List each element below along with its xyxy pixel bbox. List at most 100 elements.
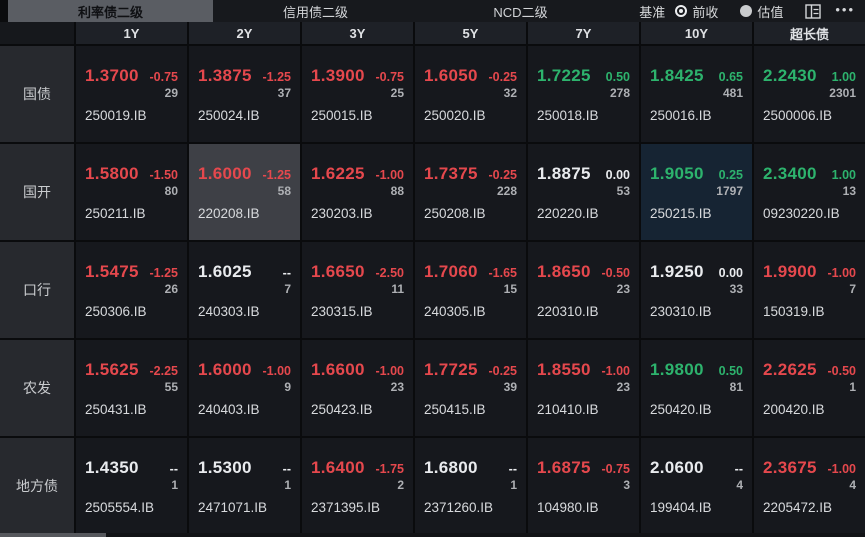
row-label: 国开 bbox=[0, 144, 74, 240]
radio-valuation[interactable]: 估值 bbox=[740, 2, 783, 21]
bond-cell[interactable]: 1.7060 -1.65 15 240305.IB bbox=[415, 242, 526, 338]
bond-cell[interactable]: 2.3400 1.00 13 09230220.IB bbox=[754, 144, 865, 240]
bond-cell[interactable]: 1.5475 -1.25 26 250306.IB bbox=[76, 242, 187, 338]
yield-value: 1.3700 bbox=[85, 65, 139, 85]
bond-code: 150319.IB bbox=[763, 303, 825, 319]
bond-code: 250423.IB bbox=[311, 401, 373, 417]
bond-code: 250215.IB bbox=[650, 205, 712, 221]
trade-count: 29 bbox=[164, 85, 178, 100]
bond-code: 200420.IB bbox=[763, 401, 825, 417]
trade-count: 23 bbox=[616, 281, 630, 296]
yield-value: 2.0600 bbox=[650, 457, 704, 477]
bond-cell[interactable]: 1.8650 -0.50 23 220310.IB bbox=[528, 242, 639, 338]
table-corner-cell bbox=[0, 22, 74, 44]
bond-cell[interactable]: 1.8425 0.65 481 250016.IB bbox=[641, 46, 752, 142]
tab-rates-secondary[interactable]: 利率债二级 bbox=[8, 0, 213, 22]
bond-cell[interactable]: 1.7375 -0.25 228 250208.IB bbox=[415, 144, 526, 240]
bond-cell[interactable]: 1.6000 -1.25 58 220208.IB bbox=[189, 144, 300, 240]
trade-count: 228 bbox=[496, 183, 517, 198]
yield-value: 1.6875 bbox=[537, 457, 591, 477]
bond-cell[interactable]: 1.5800 -1.50 80 250211.IB bbox=[76, 144, 187, 240]
more-options-icon[interactable]: ••• bbox=[835, 1, 855, 17]
bond-cell[interactable]: 1.4350 -- 1 2505554.IB bbox=[76, 438, 187, 534]
yield-value: 2.3400 bbox=[763, 163, 817, 183]
trade-count: 1 bbox=[284, 477, 291, 492]
yield-value: 1.6025 bbox=[198, 261, 252, 281]
bond-cell[interactable]: 1.7225 0.50 278 250018.IB bbox=[528, 46, 639, 142]
change-value: 0.00 bbox=[718, 265, 743, 280]
trade-count: 9 bbox=[284, 379, 291, 394]
bond-cell[interactable]: 1.5625 -2.25 55 250431.IB bbox=[76, 340, 187, 436]
bond-cell[interactable]: 1.5300 -- 1 2471071.IB bbox=[189, 438, 300, 534]
bond-cell[interactable]: 1.6800 -- 1 2371260.IB bbox=[415, 438, 526, 534]
yield-value: 2.3675 bbox=[763, 457, 817, 477]
scrollbar-thumb[interactable] bbox=[0, 533, 106, 537]
bond-cell[interactable]: 2.2430 1.00 2301 2500006.IB bbox=[754, 46, 865, 142]
yield-value: 1.5800 bbox=[85, 163, 139, 183]
row-label: 农发 bbox=[0, 340, 74, 436]
trade-count: 481 bbox=[722, 85, 743, 100]
change-value: 0.00 bbox=[605, 167, 630, 182]
bond-code: 250211.IB bbox=[85, 205, 146, 221]
bond-cell[interactable]: 1.6050 -0.25 32 250020.IB bbox=[415, 46, 526, 142]
bond-cell[interactable]: 2.3675 -1.00 4 2205472.IB bbox=[754, 438, 865, 534]
bond-code: 250415.IB bbox=[424, 401, 486, 417]
bond-code: 250420.IB bbox=[650, 401, 712, 417]
trade-count: 53 bbox=[616, 183, 630, 198]
bond-cell[interactable]: 1.6025 -- 7 240303.IB bbox=[189, 242, 300, 338]
tab-credit-secondary[interactable]: 信用债二级 bbox=[282, 4, 348, 20]
yield-value: 1.3900 bbox=[311, 65, 365, 85]
yield-value: 1.6000 bbox=[198, 163, 252, 183]
bond-cell[interactable]: 1.6225 -1.00 88 230203.IB bbox=[302, 144, 413, 240]
radio-prev-close[interactable]: 前收 bbox=[675, 2, 718, 21]
yield-value: 1.6650 bbox=[311, 261, 365, 281]
tab-ncd-secondary[interactable]: NCD二级 bbox=[493, 4, 548, 20]
change-value: -1.00 bbox=[262, 363, 292, 378]
trade-count: 25 bbox=[390, 85, 404, 100]
bond-cell[interactable]: 1.8550 -1.00 23 210410.IB bbox=[528, 340, 639, 436]
trade-count: 1 bbox=[510, 477, 517, 492]
bond-cell[interactable]: 1.9900 -1.00 7 150319.IB bbox=[754, 242, 865, 338]
horizontal-scrollbar[interactable] bbox=[0, 533, 865, 537]
yield-value: 1.8875 bbox=[537, 163, 591, 183]
yield-value: 1.6600 bbox=[311, 359, 365, 379]
bond-cell[interactable]: 1.7725 -0.25 39 250415.IB bbox=[415, 340, 526, 436]
bond-code: 240305.IB bbox=[424, 303, 486, 319]
bond-code: 250019.IB bbox=[85, 107, 147, 123]
change-value: -- bbox=[169, 461, 178, 476]
yield-value: 1.3875 bbox=[198, 65, 252, 85]
bond-quote-table: 1Y 2Y 3Y 5Y 7Y 10Y 超长债 国债 1.3700 -0.75 29 25… bbox=[0, 22, 865, 534]
trade-count: 88 bbox=[390, 183, 404, 198]
bond-cell[interactable]: 1.6875 -0.75 3 104980.IB bbox=[528, 438, 639, 534]
bond-code: 250208.IB bbox=[424, 205, 486, 221]
bond-cell[interactable]: 1.3875 -1.25 37 250024.IB bbox=[189, 46, 300, 142]
bond-cell[interactable]: 1.8875 0.00 53 220220.IB bbox=[528, 144, 639, 240]
change-value: -- bbox=[282, 461, 291, 476]
bond-cell[interactable]: 1.9250 0.00 33 230310.IB bbox=[641, 242, 752, 338]
bond-cell[interactable]: 1.6400 -1.75 2 2371395.IB bbox=[302, 438, 413, 534]
change-value: -1.75 bbox=[375, 461, 405, 476]
bond-code: 220208.IB bbox=[198, 205, 260, 221]
bond-cell[interactable]: 1.3900 -0.75 25 250015.IB bbox=[302, 46, 413, 142]
bond-code: 250431.IB bbox=[85, 401, 147, 417]
layout-panel-icon[interactable] bbox=[805, 3, 822, 19]
bond-cell[interactable]: 1.6650 -2.50 11 230315.IB bbox=[302, 242, 413, 338]
change-value: 1.00 bbox=[831, 167, 856, 182]
bond-cell[interactable]: 1.9800 0.50 81 250420.IB bbox=[641, 340, 752, 436]
bond-cell[interactable]: 1.6000 -1.00 9 240403.IB bbox=[189, 340, 300, 436]
bond-cell[interactable]: 1.9050 0.25 1797 250215.IB bbox=[641, 144, 752, 240]
bond-cell[interactable]: 2.2625 -0.50 1 200420.IB bbox=[754, 340, 865, 436]
bond-cell[interactable]: 2.0600 -- 4 199404.IB bbox=[641, 438, 752, 534]
trade-count: 1 bbox=[171, 477, 178, 492]
yield-value: 1.6400 bbox=[311, 457, 365, 477]
bond-cell[interactable]: 1.3700 -0.75 29 250019.IB bbox=[76, 46, 187, 142]
yield-value: 1.5300 bbox=[198, 457, 252, 477]
change-value: -- bbox=[508, 461, 517, 476]
bond-code: 104980.IB bbox=[537, 499, 599, 515]
change-value: -0.75 bbox=[601, 461, 631, 476]
change-value: -1.00 bbox=[375, 167, 405, 182]
bond-cell[interactable]: 1.6600 -1.00 23 250423.IB bbox=[302, 340, 413, 436]
yield-value: 1.9050 bbox=[650, 163, 704, 183]
trade-count: 278 bbox=[609, 85, 630, 100]
trade-count: 26 bbox=[164, 281, 178, 296]
